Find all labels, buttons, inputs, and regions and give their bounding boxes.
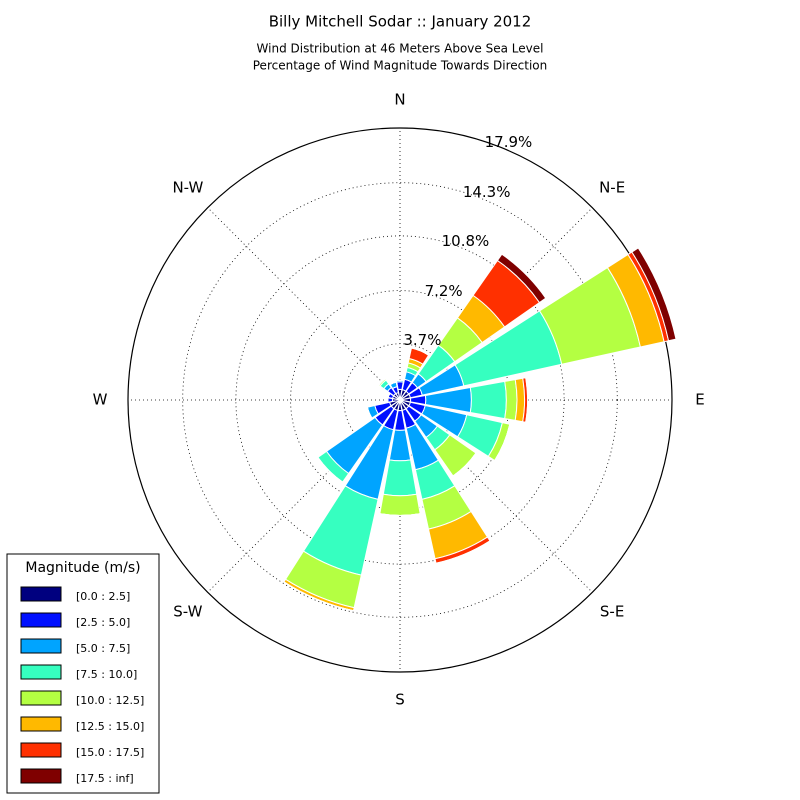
radial-tick-label: 3.7% xyxy=(403,331,441,349)
wind-bar xyxy=(494,424,511,461)
chart-title: Billy Mitchell Sodar :: January 2012 xyxy=(269,13,532,31)
legend-label: [7.5 : 10.0] xyxy=(76,668,137,681)
wind-bar xyxy=(379,493,421,516)
grid-spoke xyxy=(207,399,401,593)
wind-bar xyxy=(435,540,491,564)
legend-swatch xyxy=(20,768,62,784)
direction-label: N-E xyxy=(599,178,625,196)
direction-label: N xyxy=(394,91,405,109)
direction-label: S-W xyxy=(173,603,202,621)
wind-bar xyxy=(317,457,343,483)
legend-title: Magnitude (m/s) xyxy=(25,560,140,576)
legend-label: [0.0 : 2.5] xyxy=(76,590,130,603)
wind-bar xyxy=(504,379,518,421)
radial-tick-label: 14.3% xyxy=(463,183,511,201)
legend-swatch xyxy=(20,638,62,654)
wind-bar xyxy=(469,380,507,420)
legend-swatch xyxy=(20,690,62,706)
wind-bar xyxy=(283,581,354,612)
direction-label: E xyxy=(695,391,704,409)
grid-ring xyxy=(235,235,565,565)
grid-spoke xyxy=(399,399,593,593)
direction-label: W xyxy=(93,391,108,409)
wind-bar xyxy=(379,513,421,516)
radial-tick-label: 17.9% xyxy=(485,133,533,151)
legend-label: [12.5 : 15.0] xyxy=(76,720,144,733)
legend-label: [2.5 : 5.0] xyxy=(76,616,130,629)
grid-spoke xyxy=(207,207,401,401)
legend-swatch xyxy=(20,612,62,628)
legend-label: [15.0 : 17.5] xyxy=(76,746,144,759)
radial-tick-label: 10.8% xyxy=(442,232,490,250)
outer-circle xyxy=(127,127,673,673)
plot-area: N N-E E S-E S S-W W N-W 3.7% 7.2% 10.8% 14.3% 17.9% xyxy=(93,91,705,709)
wind-bar xyxy=(496,253,547,304)
legend-label: [17.5 : inf] xyxy=(76,772,134,785)
chart-subtitle: Percentage of Wind Magnitude Towards Dir… xyxy=(253,59,547,73)
wind-bar xyxy=(382,459,418,497)
legend-swatch xyxy=(20,742,62,758)
legend-swatch xyxy=(20,586,62,602)
direction-label: S-E xyxy=(600,603,624,621)
legend-label: [5.0 : 7.5] xyxy=(76,642,130,655)
direction-label: N-W xyxy=(172,178,203,196)
chart-subtitle: Wind Distribution at 46 Meters Above Sea… xyxy=(257,42,544,56)
legend: Magnitude (m/s) [0.0 : 2.5] [2.5 : 5.0] [5… xyxy=(6,553,160,794)
legend-swatch xyxy=(20,664,62,680)
direction-label: S xyxy=(395,691,405,709)
legend-swatch xyxy=(20,716,62,732)
legend-label: [10.0 : 12.5] xyxy=(76,694,144,707)
radial-tick-label: 7.2% xyxy=(425,282,463,300)
wind-bar xyxy=(631,247,677,342)
grid-ring xyxy=(182,182,618,618)
